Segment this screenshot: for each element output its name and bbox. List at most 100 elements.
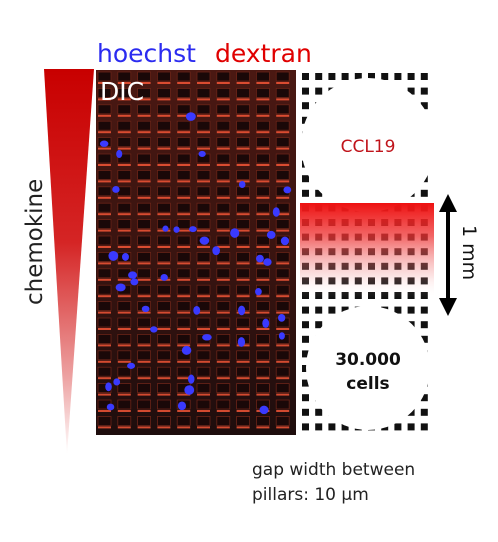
micrograph-pillar-edge — [157, 147, 171, 150]
micrograph-pillar — [275, 366, 290, 377]
micrograph-pillar-edge — [177, 131, 191, 134]
micrograph-pillar-edge — [157, 98, 171, 101]
micrograph-pillar — [97, 186, 112, 197]
micrograph-pillar — [117, 350, 132, 361]
micrograph-pillar — [156, 415, 171, 426]
micrograph-pillar — [255, 383, 270, 394]
micrograph-cell — [112, 186, 120, 193]
micrograph-pillar — [137, 104, 152, 115]
micrograph-cell — [106, 403, 115, 411]
micrograph-pillar-edge — [197, 213, 210, 216]
micrograph-cell — [255, 288, 262, 296]
micrograph-pillar — [117, 235, 132, 246]
cell-reservoir — [306, 306, 430, 430]
pillar-dot — [407, 306, 415, 314]
micrograph-pillar-edge — [157, 82, 171, 84]
micrograph-cell — [212, 246, 220, 256]
micrograph-pillar-edge — [236, 114, 250, 117]
micrograph-pillar — [97, 235, 112, 246]
micrograph-pillar-edge — [117, 196, 131, 199]
micrograph-pillar — [156, 104, 171, 115]
micrograph-pillar-edge — [177, 196, 191, 199]
micrograph-pillar — [137, 317, 152, 328]
pillar-dot — [302, 73, 309, 80]
micrograph-pillar-edge — [117, 246, 131, 248]
micrograph-cell — [263, 258, 272, 266]
micrograph-pillar — [196, 284, 211, 295]
micrograph-pillar-edge — [177, 164, 191, 166]
micrograph-cell — [130, 278, 139, 286]
micrograph-pillar-edge — [197, 246, 210, 248]
micrograph-pillar — [236, 186, 251, 197]
micrograph-pillar-edge — [236, 328, 250, 330]
micrograph-pillar-edge — [197, 82, 210, 84]
pillar-dot — [302, 102, 309, 110]
micrograph-pillar — [275, 104, 290, 115]
micrograph-pillar-edge — [98, 393, 111, 396]
micrograph-pillar — [97, 301, 112, 312]
micrograph-pillar — [216, 268, 231, 279]
micrograph-pillar — [176, 366, 191, 377]
micrograph-pillar-edge — [137, 295, 151, 298]
micrograph-pillar — [137, 333, 152, 344]
micrograph-pillar-edge — [177, 246, 191, 248]
micrograph-pillar-edge — [117, 114, 131, 117]
micrograph-pillar — [117, 153, 132, 164]
micrograph-pillar-edge — [216, 328, 230, 330]
micrograph-pillar — [275, 268, 290, 279]
micrograph-pillar — [156, 383, 171, 394]
micrograph-pillar-edge — [137, 196, 151, 199]
micrograph-cell — [238, 180, 246, 189]
micrograph-pillar — [137, 219, 152, 230]
micrograph-pillar-edge — [137, 344, 151, 347]
micrograph-pillar-edge — [236, 246, 250, 248]
micrograph-pillar-edge — [177, 98, 191, 101]
pillar-dot — [315, 408, 323, 416]
micrograph-pillar — [196, 415, 211, 426]
pillar-dot — [328, 306, 336, 314]
micrograph-pillar — [117, 317, 132, 328]
micrograph-pillar — [196, 88, 211, 98]
micrograph-pillar-edge — [177, 147, 191, 150]
micrograph-pillar — [97, 284, 112, 295]
pillar-dot — [341, 73, 349, 80]
micrograph-cell — [193, 306, 201, 315]
micrograph-pillar — [176, 251, 191, 262]
micrograph-pillar — [156, 88, 171, 98]
pillar-dot — [420, 87, 428, 95]
micrograph-pillar-edge — [256, 114, 270, 117]
micrograph-pillar — [176, 235, 191, 246]
micrograph-cell — [162, 225, 169, 232]
micrograph-pillar-edge — [117, 82, 131, 84]
micrograph-pillar-edge — [236, 131, 250, 134]
micrograph-cell — [198, 150, 206, 157]
micrograph-pillar — [97, 71, 112, 82]
micrograph-pillar-edge — [137, 131, 151, 134]
micrograph-pillar-edge — [137, 213, 151, 216]
micrograph-pillar — [196, 104, 211, 115]
micrograph-pillar-edge — [236, 98, 250, 101]
micrograph-pillar — [137, 383, 152, 394]
micrograph-pillar-edge — [157, 246, 171, 248]
micrograph-pillar-edge — [157, 295, 171, 298]
micrograph-pillar-edge — [157, 344, 171, 347]
micrograph-pillar-edge — [197, 426, 210, 429]
micrograph-pillar-edge — [98, 114, 111, 117]
micrograph-pillar — [156, 333, 171, 344]
pillar-dot — [341, 423, 349, 431]
micrograph-pillar-edge — [197, 164, 210, 166]
micrograph-pillar — [236, 104, 251, 115]
micrograph-pillar-edge — [256, 196, 270, 199]
micrograph-pillar — [236, 317, 251, 328]
micrograph-pillar-edge — [236, 262, 250, 265]
micrograph-pillar — [255, 415, 270, 426]
pillar-dot — [368, 73, 375, 80]
micrograph-pillar-edge — [216, 393, 230, 396]
micrograph-pillar — [216, 301, 231, 312]
pillar-dot — [354, 73, 362, 80]
micrograph-pillar-edge — [256, 98, 270, 101]
micrograph-pillar — [275, 415, 290, 426]
micrograph-pillar — [216, 399, 231, 410]
micrograph-cell — [187, 374, 195, 384]
micrograph-pillar — [117, 137, 132, 148]
